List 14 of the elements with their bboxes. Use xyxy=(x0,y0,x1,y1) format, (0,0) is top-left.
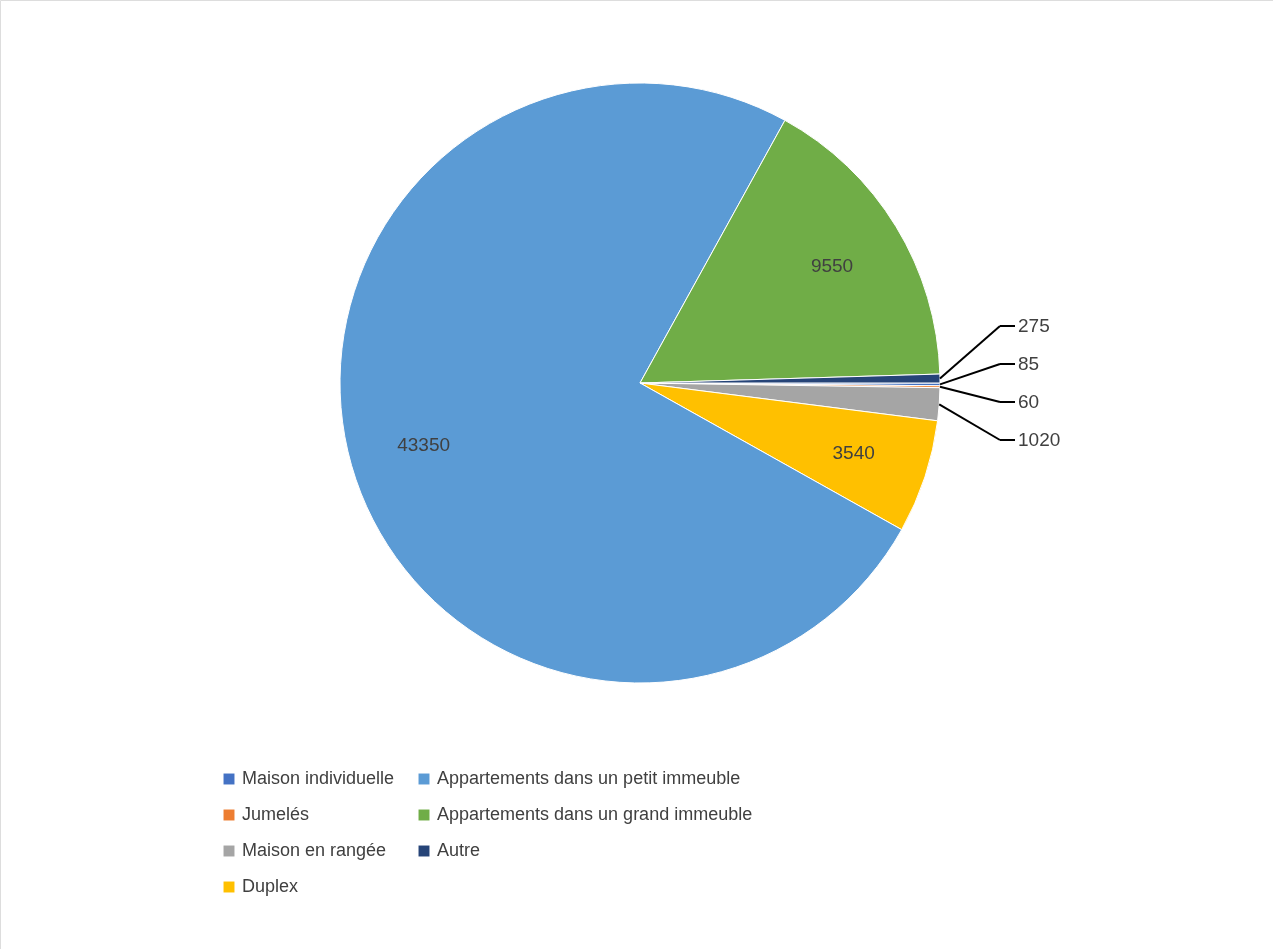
data-label: 3540 xyxy=(832,442,875,464)
legend-label: Maison individuelle xyxy=(242,768,395,788)
legend-label: Duplex xyxy=(242,876,299,896)
data-label: 1020 xyxy=(1018,429,1061,450)
data-label: 43350 xyxy=(397,433,451,455)
data-label: 275 xyxy=(1018,315,1050,336)
data-label: 60 xyxy=(1018,391,1040,412)
data-label: 85 xyxy=(1018,353,1040,374)
legend-label: Maison en rangée xyxy=(242,840,387,860)
legend-label: Appartements dans un grand immeuble xyxy=(437,804,753,824)
legend-label: Appartements dans un petit immeuble xyxy=(437,768,741,788)
legend-label: Autre xyxy=(437,840,481,860)
data-label: 9550 xyxy=(810,254,854,276)
legend-label: Jumelés xyxy=(242,804,310,824)
